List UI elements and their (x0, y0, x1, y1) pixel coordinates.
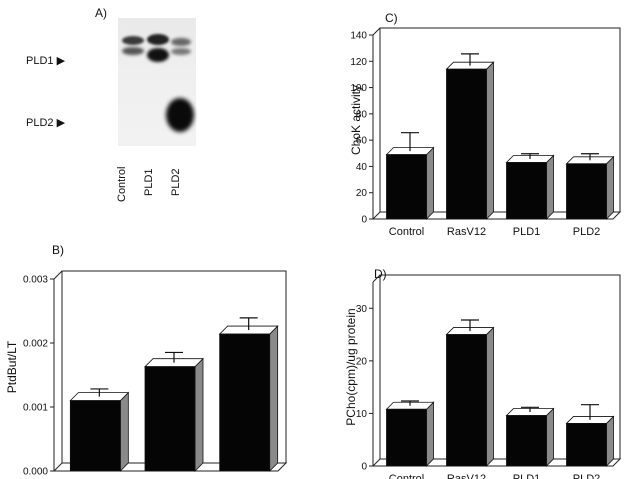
y-tick-label: 0.003 (23, 275, 48, 286)
y-tick-label: 60 (356, 136, 368, 147)
y-tick-label: 10 (356, 409, 368, 420)
blot-band (171, 48, 191, 55)
bar-side (194, 357, 204, 472)
x-tick-label: PLD1 (513, 473, 541, 479)
bar (446, 334, 487, 467)
x-tick-label: RasV12 (447, 473, 486, 479)
x-tick-label: Control (389, 473, 424, 479)
bar-side (486, 326, 494, 467)
x-tick-label: Control (389, 226, 424, 238)
bar (506, 162, 547, 220)
blot-marker-pld1: PLD1 ▶ (26, 54, 65, 67)
blot-band (147, 48, 169, 62)
y-tick-label: 0.002 (23, 339, 48, 350)
bar-side (546, 407, 554, 467)
bar (386, 408, 427, 467)
y-tick-label: 140 (350, 31, 367, 42)
arrow-right-icon: ▶ (53, 55, 66, 67)
panel-label: B) (52, 243, 64, 257)
y-tick-label: 20 (356, 188, 368, 199)
blot-band (147, 34, 169, 45)
panel-label: C) (385, 11, 398, 25)
y-tick-label: 40 (356, 162, 368, 173)
bar (386, 154, 427, 220)
western-blot (118, 18, 196, 146)
plot-edge (372, 274, 381, 283)
blot-band (171, 38, 191, 46)
y-tick-label: 0 (361, 462, 367, 473)
y-tick-label: 0 (361, 215, 367, 226)
plot-edge (372, 27, 381, 36)
bar (566, 163, 607, 220)
x-tick-label: PLD2 (573, 473, 601, 479)
blot-marker-pld2: PLD2 ▶ (26, 116, 65, 129)
y-tick-label: 120 (350, 57, 367, 68)
bar (144, 366, 196, 472)
y-tick-label: 100 (350, 83, 367, 94)
bar-side (119, 391, 129, 472)
bar (506, 415, 547, 467)
blot-band (166, 98, 194, 132)
y-tick-label: 0.001 (23, 403, 48, 414)
bar-side (269, 325, 279, 472)
bar-side (606, 155, 614, 220)
y-axis-label: ChoK activity (349, 85, 363, 155)
bar-side (606, 415, 614, 467)
y-tick-label: 30 (356, 304, 368, 315)
y-axis-label: PCho(cpm)/ug protein (344, 308, 358, 425)
y-axis-label: PtdBut/LT (5, 340, 19, 393)
bar (69, 400, 121, 472)
bar-side (426, 146, 434, 220)
marker-label: PLD1 (26, 55, 54, 67)
bar-side (486, 61, 494, 220)
panel-a-label: A) (95, 6, 107, 20)
bar-side (546, 154, 554, 220)
x-tick-label: PLD2 (573, 226, 601, 238)
x-tick-label: RasV12 (447, 226, 486, 238)
bar-side (426, 401, 434, 467)
y-tick-label: 80 (356, 109, 368, 120)
blot-band (122, 47, 144, 55)
marker-label: PLD2 (26, 117, 54, 129)
bar (566, 423, 607, 467)
y-tick-label: 0.000 (23, 467, 48, 478)
arrow-right-icon: ▶ (53, 117, 66, 129)
plot-edge (53, 270, 63, 280)
bar (219, 333, 271, 472)
blot-band (122, 36, 144, 45)
y-tick-label: 20 (356, 356, 368, 367)
bar (446, 68, 487, 220)
x-tick-label: PLD1 (513, 226, 541, 238)
